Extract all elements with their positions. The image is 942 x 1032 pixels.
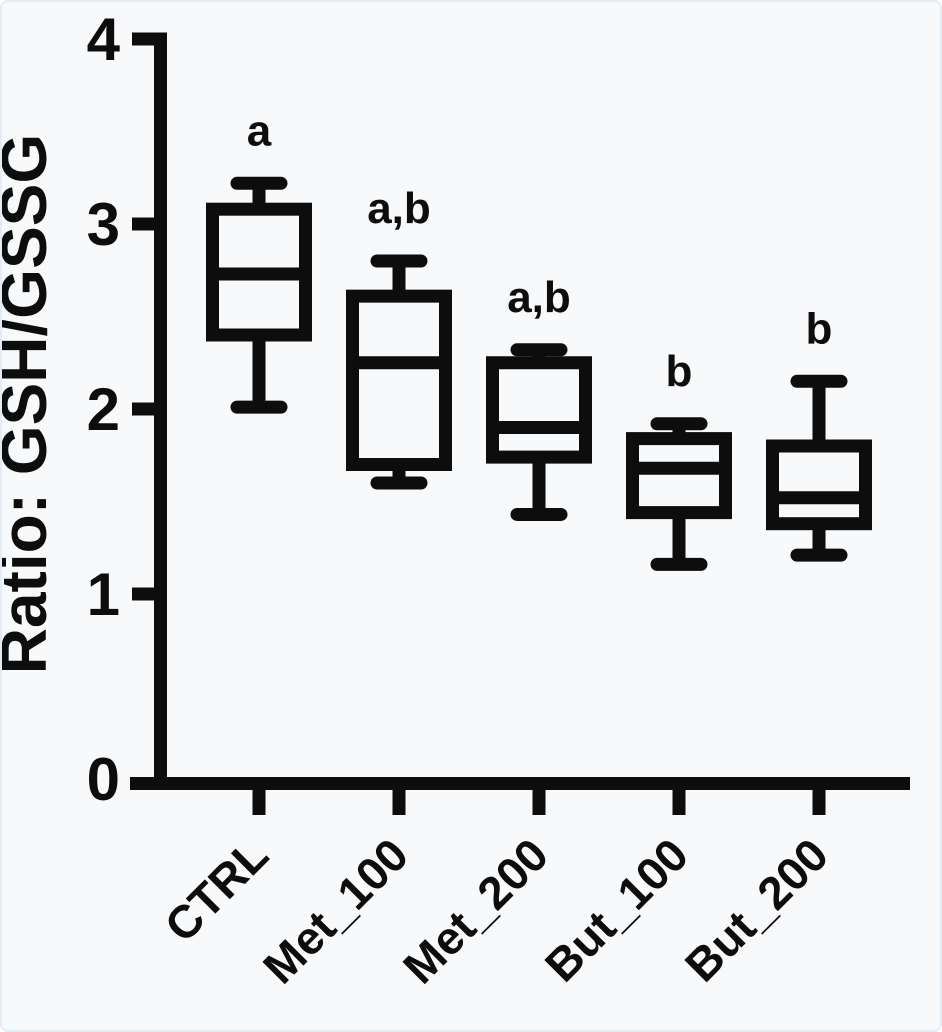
category-label: CTRL — [155, 828, 278, 951]
category-label: But_200 — [675, 828, 838, 991]
significance-labels: a a,b a,b b b — [247, 106, 833, 396]
box-group-met_200 — [486, 343, 592, 521]
y-axis-ticks: 0 1 2 3 4 — [87, 6, 167, 813]
iqr-box — [346, 289, 452, 471]
box-group-met_100 — [346, 254, 452, 490]
significance-label: a — [247, 106, 272, 155]
significance-label: b — [806, 304, 833, 353]
category-label: Met_200 — [393, 828, 558, 993]
significance-label: a,b — [507, 273, 571, 322]
y-tick-label: 0 — [87, 746, 120, 813]
y-axis-title: Ratio: GSH/GSSG — [2, 134, 60, 675]
y-tick-label: 4 — [87, 6, 121, 73]
box-whisker-glyphs — [206, 176, 872, 571]
category-label: Met_100 — [253, 828, 418, 993]
x-axis-ticks — [252, 783, 826, 815]
box-group-but_200 — [766, 374, 872, 562]
y-tick-label: 2 — [87, 376, 120, 443]
y-tick-label: 1 — [87, 561, 120, 628]
iqr-box — [766, 439, 872, 531]
category-label: But_100 — [535, 828, 698, 991]
significance-label: b — [666, 347, 693, 396]
box-group-but_100 — [626, 417, 732, 571]
iqr-box — [486, 356, 592, 464]
box-group-ctrl — [206, 176, 312, 414]
iqr-box — [626, 432, 732, 520]
significance-label: a,b — [367, 184, 431, 233]
y-tick-label: 3 — [87, 191, 120, 258]
